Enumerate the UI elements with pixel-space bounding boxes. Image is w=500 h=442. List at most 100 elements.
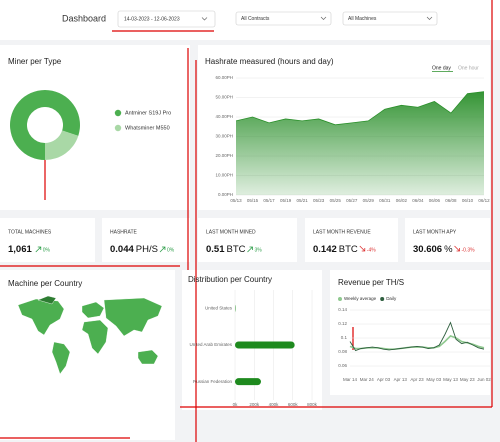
kpi-delta: 0%	[43, 247, 51, 253]
kpi-number: 30.606	[413, 244, 442, 255]
card-title: Hashrate measured (hours and day)	[205, 57, 334, 66]
kpi-number: 0.142	[313, 244, 337, 255]
pie-slice	[10, 90, 80, 160]
kpi-value: 0.142 BTC	[313, 244, 358, 255]
x-tick-label: 06/02	[396, 198, 408, 203]
trend-arrow	[247, 246, 253, 253]
card	[102, 218, 190, 262]
y-tick-label: 40.00PH	[215, 114, 233, 119]
y-tick-label: 0.12	[338, 321, 347, 326]
x-tick-label: Mar 14	[343, 377, 358, 382]
kpi-label: LAST MONTH REVENUE	[313, 229, 371, 235]
page-title: Dashboard	[62, 13, 106, 23]
x-tick-label: 05/13	[230, 198, 242, 203]
x-tick-label: May 23	[460, 377, 475, 382]
pie-slice	[45, 130, 79, 160]
y-tick-label: 0.08	[338, 349, 347, 354]
x-tick-label: 06/06	[429, 198, 441, 203]
card	[305, 218, 398, 262]
x-tick-label: 06/04	[412, 198, 424, 203]
x-tick-label: 200k	[249, 402, 260, 407]
kpi-delta: -0.3%	[462, 247, 476, 253]
x-tick-label: May 03	[426, 377, 441, 382]
contracts-select[interactable]	[235, 11, 332, 26]
card	[405, 218, 490, 262]
x-tick-label: Apr 13	[394, 377, 408, 382]
kpi-value: 30.606%	[413, 244, 453, 255]
y-tick-label: United States	[205, 306, 233, 311]
kpi-delta: 0%	[167, 247, 175, 253]
x-tick-label: 05/29	[363, 198, 375, 203]
bar	[235, 378, 261, 386]
kpi-label: HASHRATE	[110, 229, 138, 235]
australia	[137, 349, 159, 365]
x-tick-label: May 13	[443, 377, 458, 382]
x-tick-label: 06/10	[462, 198, 474, 203]
x-tick-label: 05/17	[263, 198, 275, 203]
area	[236, 91, 484, 195]
chevron	[201, 17, 208, 21]
x-tick-label: 600k	[288, 402, 299, 407]
card	[198, 218, 297, 262]
card-title: Machine per Country	[8, 279, 82, 288]
y-tick-label: 0.00PH	[218, 192, 233, 197]
trend-arrow	[35, 246, 42, 253]
x-tick-label: 05/21	[297, 198, 309, 203]
kpi-delta: 3%	[255, 247, 263, 253]
legend-label: Daily	[386, 296, 397, 301]
kpi-value: 1,061	[8, 244, 32, 255]
trend-arrow	[454, 245, 460, 252]
x-tick-label: 05/19	[280, 198, 292, 203]
series-line	[349, 321, 485, 352]
legend-swatch	[338, 297, 342, 301]
kpi-label: LAST MONTH APY	[413, 229, 457, 235]
kpi-number: 1,061	[8, 244, 32, 255]
legend-label: Antminer S19J Pro	[125, 110, 171, 116]
x-tick-label: 05/31	[379, 198, 391, 203]
x-tick-label: 800k	[307, 402, 318, 407]
y-tick-label: Russian Federation	[193, 379, 233, 384]
world-map	[17, 295, 163, 375]
x-tick-label: Apr 23	[410, 377, 424, 382]
legend-swatch	[380, 297, 385, 301]
chevron	[426, 16, 433, 20]
greenland	[37, 295, 57, 305]
date-picker[interactable]	[117, 10, 216, 28]
kpi-label: LAST MONTH MINED	[206, 229, 256, 235]
machines-select[interactable]	[342, 11, 438, 26]
europe	[81, 301, 105, 319]
card	[0, 45, 190, 210]
x-tick-label: 05/23	[313, 198, 325, 203]
legend-swatch	[114, 124, 122, 132]
x-tick-label: 0k	[233, 402, 239, 407]
bar	[235, 341, 295, 349]
toggle[interactable]: One day	[432, 65, 451, 71]
x-tick-label: Mar 24	[360, 377, 375, 382]
card-title: Revenue per TH/S	[338, 278, 404, 287]
legend-label: Weekly average	[344, 296, 377, 301]
kpi-delta: -4%	[367, 247, 376, 253]
legend-label: Whatsminer M550	[125, 125, 170, 131]
kpi-value: 0.044 PH/S	[110, 244, 158, 255]
trend-arrow	[159, 246, 166, 253]
series-line	[349, 334, 485, 350]
kpi-value: 0.51 BTC	[206, 244, 246, 255]
toggle[interactable]: One hour	[458, 65, 479, 71]
y-tick-label: 30.00PH	[215, 134, 233, 139]
x-tick-label: 05/25	[330, 198, 342, 203]
kpi-label: TOTAL MACHINES	[8, 229, 52, 235]
kpi-unit: BTC	[339, 244, 358, 255]
filter-label: All Contracts	[241, 16, 270, 22]
y-tick-label: 0.1	[341, 335, 348, 340]
filter-label: All Machines	[348, 16, 377, 22]
date-range: 14-03-2023 - 12-06-2023	[124, 16, 180, 22]
card	[182, 270, 322, 410]
y-tick-label: 0.06	[338, 363, 347, 368]
card-title: Miner per Type	[8, 57, 62, 66]
x-tick-label: 06/08	[445, 198, 457, 203]
y-tick-label: 60.00PH	[215, 75, 233, 80]
y-tick-label: 10.00PH	[215, 173, 233, 178]
